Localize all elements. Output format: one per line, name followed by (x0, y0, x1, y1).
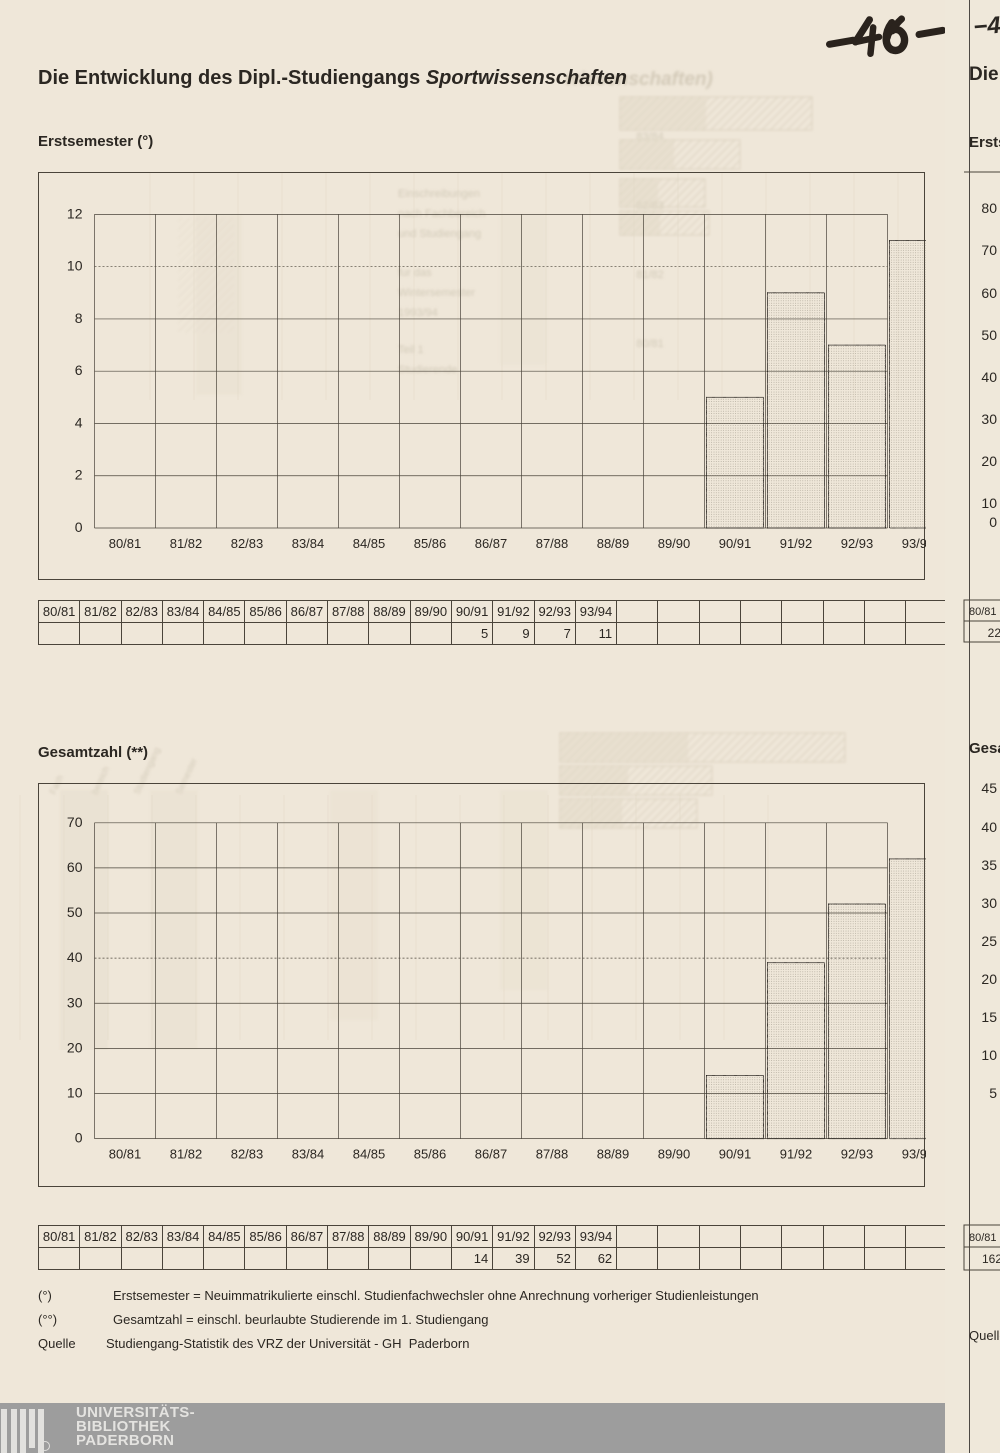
svg-text:92/93: 92/93 (841, 1147, 874, 1162)
svg-text:85/86: 85/86 (414, 536, 447, 551)
svg-text:91/92: 91/92 (780, 536, 813, 551)
svg-text:−47−: −47− (972, 9, 1000, 41)
svg-text:89/90: 89/90 (658, 536, 691, 551)
svg-text:82/83: 82/83 (231, 1147, 264, 1162)
svg-text:80/81: 80/81 (969, 1232, 997, 1244)
svg-text:Quelle: Quelle (969, 1328, 1000, 1343)
svg-text:80/81: 80/81 (969, 606, 997, 618)
svg-text:0: 0 (75, 519, 83, 535)
svg-text:93/94: 93/94 (902, 1147, 926, 1162)
svg-text:20: 20 (67, 1039, 83, 1055)
svg-text:8: 8 (75, 310, 83, 326)
svg-text:90/91: 90/91 (719, 536, 752, 551)
svg-text:30: 30 (67, 994, 83, 1010)
svg-text:40: 40 (981, 369, 997, 385)
svg-text:81/82: 81/82 (170, 536, 203, 551)
svg-text:88/89: 88/89 (597, 1147, 630, 1162)
svg-text:89/90: 89/90 (658, 1147, 691, 1162)
svg-text:35: 35 (981, 857, 997, 873)
svg-text:93/94: 93/94 (902, 536, 926, 551)
svg-text:40: 40 (67, 949, 83, 965)
svg-text:88/89: 88/89 (597, 536, 630, 551)
svg-text:Gesa: Gesa (969, 740, 1000, 757)
svg-text:10: 10 (981, 495, 997, 511)
svg-text:50: 50 (981, 327, 997, 343)
svg-text:162: 162 (982, 1252, 1000, 1266)
svg-text:83/84: 83/84 (292, 1147, 325, 1162)
svg-text:83/84: 83/84 (292, 536, 325, 551)
svg-text:80: 80 (981, 200, 997, 216)
svg-text:82/83: 82/83 (231, 536, 264, 551)
svg-text:4: 4 (75, 415, 83, 431)
svg-text:12: 12 (67, 205, 83, 221)
svg-text:15: 15 (981, 1009, 997, 1025)
svg-text:91/92: 91/92 (780, 1147, 813, 1162)
svg-text:80/81: 80/81 (109, 1147, 142, 1162)
svg-text:60: 60 (981, 285, 997, 301)
svg-text:50: 50 (67, 904, 83, 920)
svg-text:80/81: 80/81 (109, 536, 142, 551)
svg-text:2: 2 (75, 467, 83, 483)
svg-text:20: 20 (981, 453, 997, 469)
svg-text:10: 10 (981, 1047, 997, 1063)
svg-text:84/85: 84/85 (353, 536, 386, 551)
svg-text:22: 22 (988, 626, 1000, 640)
svg-text:86/87: 86/87 (475, 1147, 508, 1162)
svg-text:10: 10 (67, 258, 83, 274)
svg-text:30: 30 (981, 411, 997, 427)
svg-text:0: 0 (75, 1130, 83, 1146)
svg-text:5: 5 (989, 1085, 997, 1101)
svg-text:85/86: 85/86 (414, 1147, 447, 1162)
svg-text:10: 10 (67, 1085, 83, 1101)
svg-text:70: 70 (981, 242, 997, 258)
svg-text:70: 70 (67, 814, 83, 830)
svg-text:90/91: 90/91 (719, 1147, 752, 1162)
svg-text:25: 25 (981, 933, 997, 949)
svg-text:Die E: Die E (969, 64, 1000, 85)
svg-text:40: 40 (981, 819, 997, 835)
svg-text:Erstse: Erstse (969, 134, 1000, 151)
svg-text:84/85: 84/85 (353, 1147, 386, 1162)
svg-text:83/84: 83/84 (636, 131, 664, 143)
svg-text:45: 45 (981, 780, 997, 796)
svg-text:92/93: 92/93 (841, 536, 874, 551)
svg-text:20: 20 (981, 971, 997, 987)
svg-text:86/87: 86/87 (475, 536, 508, 551)
svg-text:60: 60 (67, 859, 83, 875)
svg-text:81/82: 81/82 (170, 1147, 203, 1162)
svg-text:30: 30 (981, 895, 997, 911)
svg-text:6: 6 (75, 362, 83, 378)
svg-text:87/88: 87/88 (536, 536, 569, 551)
svg-text:0: 0 (989, 514, 997, 530)
svg-text:87/88: 87/88 (536, 1147, 569, 1162)
